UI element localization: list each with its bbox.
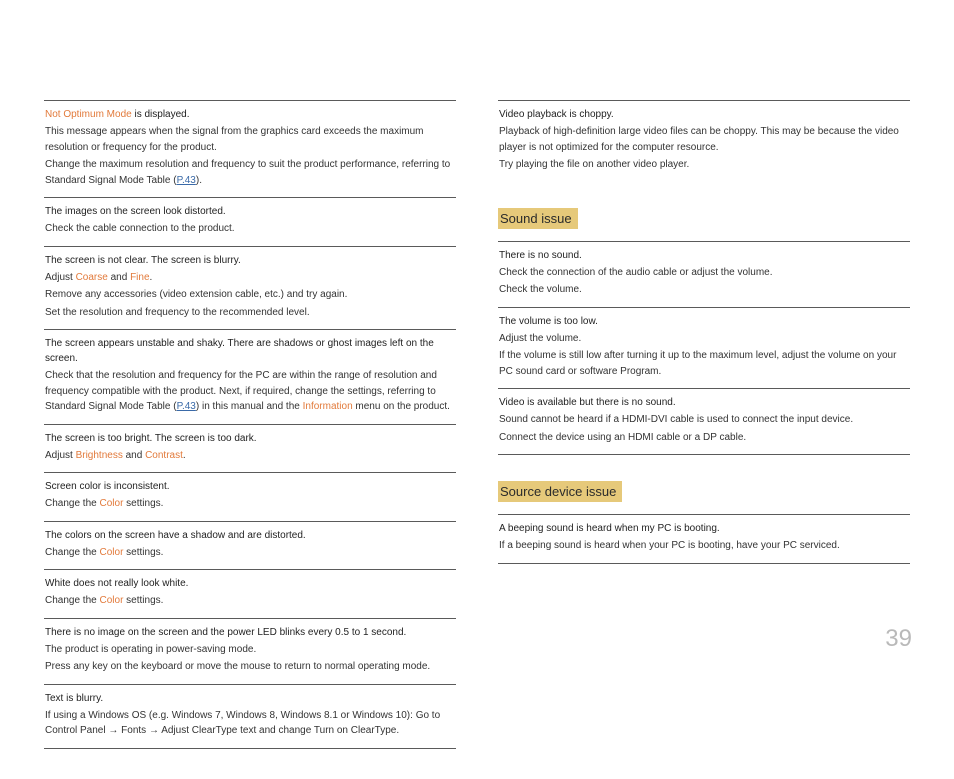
term-orange: Color [100, 547, 124, 558]
troubleshoot-item: The screen appears unstable and shaky. T… [44, 329, 456, 424]
item-title: The screen is not clear. The screen is b… [45, 253, 455, 268]
page-container: Not Optimum Mode is displayed. This mess… [0, 0, 954, 779]
body-text: Try playing the file on another video pl… [499, 157, 909, 173]
item-title: A beeping sound is heard when my PC is b… [499, 521, 909, 536]
troubleshoot-item: The screen is too bright. The screen is … [44, 424, 456, 473]
item-body: Sound cannot be heard if a HDMI-DVI cabl… [499, 412, 909, 445]
item-body: Check the cable connection to the produc… [45, 221, 455, 237]
item-body: Check that the resolution and frequency … [45, 368, 455, 415]
item-body: If using a Windows OS (e.g. Windows 7, W… [45, 708, 455, 739]
page-link[interactable]: P.43 [177, 401, 196, 412]
item-body: Change the Color settings. [45, 496, 455, 512]
body-text: Check the connection of the audio cable … [499, 265, 909, 281]
body-text: Sound cannot be heard if a HDMI-DVI cabl… [499, 412, 909, 428]
term-orange: Fine [130, 272, 149, 283]
section-heading-source: Source device issue [498, 481, 622, 502]
term-orange: Coarse [76, 272, 108, 283]
right-column: Video playback is choppy. Playback of hi… [498, 100, 910, 749]
troubleshoot-item: There is no sound. Check the connection … [498, 241, 910, 307]
item-title: The screen is too bright. The screen is … [45, 431, 455, 446]
section-heading-sound: Sound issue [498, 208, 578, 229]
body-text: Adjust Coarse and Fine. [45, 270, 455, 286]
troubleshoot-item: Not Optimum Mode is displayed. This mess… [44, 100, 456, 197]
item-title: The screen appears unstable and shaky. T… [45, 336, 455, 366]
body-text: The product is operating in power-saving… [45, 642, 455, 658]
body-text: Check the cable connection to the produc… [45, 221, 455, 237]
item-title: White does not really look white. [45, 576, 455, 591]
troubleshoot-item: Video playback is choppy. Playback of hi… [498, 100, 910, 182]
item-body: This message appears when the signal fro… [45, 124, 455, 188]
item-body: Playback of high-definition large video … [499, 124, 909, 173]
body-text: Change the Color settings. [45, 496, 455, 512]
body-text: Change the Color settings. [45, 593, 455, 609]
item-body: Change the Color settings. [45, 593, 455, 609]
item-title: Not Optimum Mode is displayed. [45, 107, 455, 122]
body-text: If using a Windows OS (e.g. Windows 7, W… [45, 708, 455, 739]
item-body: Adjust Coarse and Fine. Remove any acces… [45, 270, 455, 321]
term-orange: Color [100, 595, 124, 606]
term-orange: Not Optimum Mode [45, 109, 132, 120]
item-title: The volume is too low. [499, 314, 909, 329]
section-source-device: Source device issue A beeping sound is h… [498, 481, 910, 564]
body-text: Check the volume. [499, 282, 909, 298]
troubleshoot-item: White does not really look white. Change… [44, 569, 456, 618]
body-text: If a beeping sound is heard when your PC… [499, 538, 909, 554]
item-title: Video is available but there is no sound… [499, 395, 909, 410]
body-text: Connect the device using an HDMI cable o… [499, 430, 909, 446]
body-text: If the volume is still low after turning… [499, 348, 909, 379]
troubleshoot-item: A beeping sound is heard when my PC is b… [498, 514, 910, 564]
body-text: Adjust the volume. [499, 331, 909, 347]
body-text: Change the Color settings. [45, 545, 455, 561]
left-column: Not Optimum Mode is displayed. This mess… [44, 100, 456, 749]
body-text: Adjust Brightness and Contrast. [45, 448, 455, 464]
page-number: 39 [885, 625, 912, 653]
item-body: Adjust the volume. If the volume is stil… [499, 331, 909, 380]
item-title: The colors on the screen have a shadow a… [45, 528, 455, 543]
item-body: Change the Color settings. [45, 545, 455, 561]
troubleshoot-item: The images on the screen look distorted.… [44, 197, 456, 246]
item-body: Check the connection of the audio cable … [499, 265, 909, 298]
troubleshoot-item: There is no image on the screen and the … [44, 618, 456, 684]
troubleshoot-item: Screen color is inconsistent. Change the… [44, 472, 456, 521]
item-title: There is no image on the screen and the … [45, 625, 455, 640]
term-orange: Brightness [76, 450, 123, 461]
troubleshoot-item: The colors on the screen have a shadow a… [44, 521, 456, 570]
page-link[interactable]: P.43 [177, 175, 196, 186]
body-text: Playback of high-definition large video … [499, 124, 909, 155]
troubleshoot-item: The volume is too low. Adjust the volume… [498, 307, 910, 389]
troubleshoot-item: The screen is not clear. The screen is b… [44, 246, 456, 330]
body-text: Press any key on the keyboard or move th… [45, 659, 455, 675]
body-text: Set the resolution and frequency to the … [45, 305, 455, 321]
body-text: This message appears when the signal fro… [45, 124, 455, 155]
body-text: Change the maximum resolution and freque… [45, 157, 455, 188]
body-text: Remove any accessories (video extension … [45, 287, 455, 303]
item-body: Adjust Brightness and Contrast. [45, 448, 455, 464]
item-body: If a beeping sound is heard when your PC… [499, 538, 909, 554]
item-title: Screen color is inconsistent. [45, 479, 455, 494]
troubleshoot-item: Video is available but there is no sound… [498, 388, 910, 455]
item-title: Text is blurry. [45, 691, 455, 706]
term-orange: Information [303, 401, 353, 412]
item-body: The product is operating in power-saving… [45, 642, 455, 675]
item-title: The images on the screen look distorted. [45, 204, 455, 219]
item-title: There is no sound. [499, 248, 909, 263]
item-title: Video playback is choppy. [499, 107, 909, 122]
term-orange: Color [100, 498, 124, 509]
section-sound: Sound issue There is no sound. Check the… [498, 208, 910, 456]
troubleshoot-item: Text is blurry. If using a Windows OS (e… [44, 684, 456, 749]
body-text: Check that the resolution and frequency … [45, 368, 455, 415]
term-orange: Contrast [145, 450, 183, 461]
